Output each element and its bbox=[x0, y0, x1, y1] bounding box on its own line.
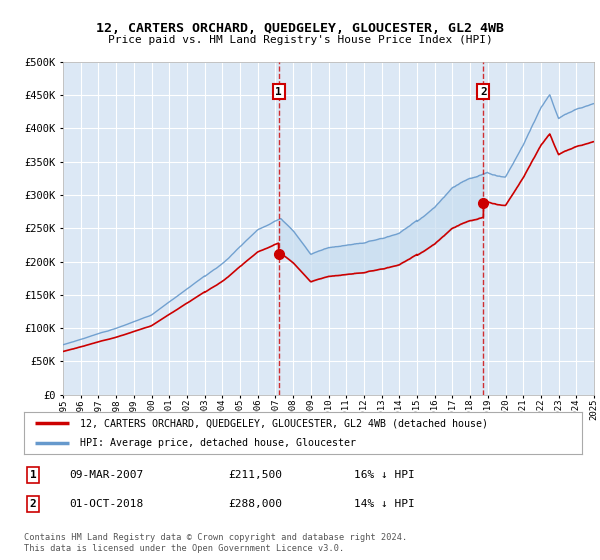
Text: 16% ↓ HPI: 16% ↓ HPI bbox=[354, 470, 415, 480]
Text: £288,000: £288,000 bbox=[228, 499, 282, 509]
Text: Contains HM Land Registry data © Crown copyright and database right 2024.
This d: Contains HM Land Registry data © Crown c… bbox=[24, 533, 407, 553]
Text: 2: 2 bbox=[29, 499, 37, 509]
Text: 2: 2 bbox=[480, 87, 487, 96]
Text: £211,500: £211,500 bbox=[228, 470, 282, 480]
Text: 1: 1 bbox=[29, 470, 37, 480]
Text: HPI: Average price, detached house, Gloucester: HPI: Average price, detached house, Glou… bbox=[80, 438, 356, 448]
Text: 1: 1 bbox=[275, 87, 282, 96]
Text: 12, CARTERS ORCHARD, QUEDGELEY, GLOUCESTER, GL2 4WB (detached house): 12, CARTERS ORCHARD, QUEDGELEY, GLOUCEST… bbox=[80, 418, 488, 428]
Text: 14% ↓ HPI: 14% ↓ HPI bbox=[354, 499, 415, 509]
Text: 01-OCT-2018: 01-OCT-2018 bbox=[69, 499, 143, 509]
Text: 09-MAR-2007: 09-MAR-2007 bbox=[69, 470, 143, 480]
Text: 12, CARTERS ORCHARD, QUEDGELEY, GLOUCESTER, GL2 4WB: 12, CARTERS ORCHARD, QUEDGELEY, GLOUCEST… bbox=[96, 22, 504, 35]
Text: Price paid vs. HM Land Registry's House Price Index (HPI): Price paid vs. HM Land Registry's House … bbox=[107, 35, 493, 45]
